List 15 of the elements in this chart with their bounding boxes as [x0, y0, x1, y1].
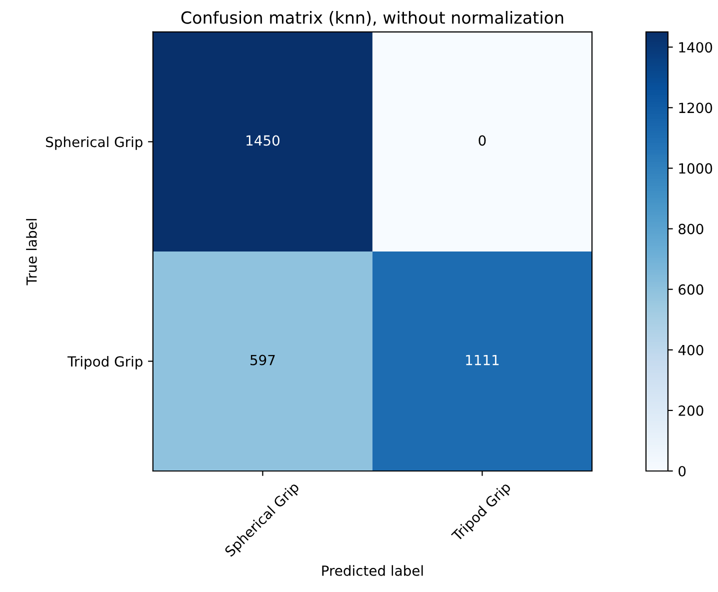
color-bar-label: 600	[678, 284, 704, 295]
color-bar-label: 1400	[679, 42, 712, 53]
color-bar-label: 200	[678, 405, 704, 416]
color-bar-label: 0	[678, 466, 686, 476]
color-bar-label: 400	[678, 344, 704, 356]
y-axis-title: True label	[26, 219, 37, 286]
color-bar-label: 1200	[679, 102, 712, 114]
data-label: 597	[250, 354, 275, 366]
x-axis-title: Predicted label	[322, 565, 423, 576]
data-label: 1111	[466, 354, 499, 366]
color-bar-label: 800	[678, 224, 704, 234]
chart-title: Confusion matrix (knn), without normalization	[181, 10, 564, 26]
color-bar-label: 1000	[679, 163, 712, 174]
data-label: 1450	[246, 135, 280, 146]
data-label: 0	[478, 135, 486, 146]
